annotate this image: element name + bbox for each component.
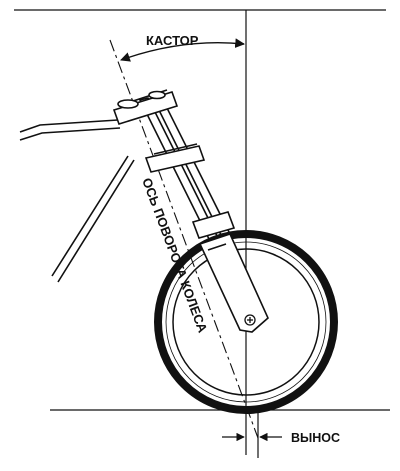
lower-triple-clamp <box>144 143 206 173</box>
axle <box>244 314 256 326</box>
fork-lower-leg <box>198 233 269 333</box>
trail-label: ВЫНОС <box>291 431 340 445</box>
front-wheel <box>154 230 338 414</box>
steering-axis-label: ОСЬ ПОВОРОТА КОЛЕСА <box>139 176 210 335</box>
trail-dimension <box>222 410 282 458</box>
upper-triple-clamp <box>112 89 179 125</box>
fork-slider-clamp <box>191 211 236 239</box>
frame <box>19 119 135 283</box>
caster-label: КАСТОР <box>146 33 199 48</box>
caster-angle-arc <box>120 38 245 62</box>
